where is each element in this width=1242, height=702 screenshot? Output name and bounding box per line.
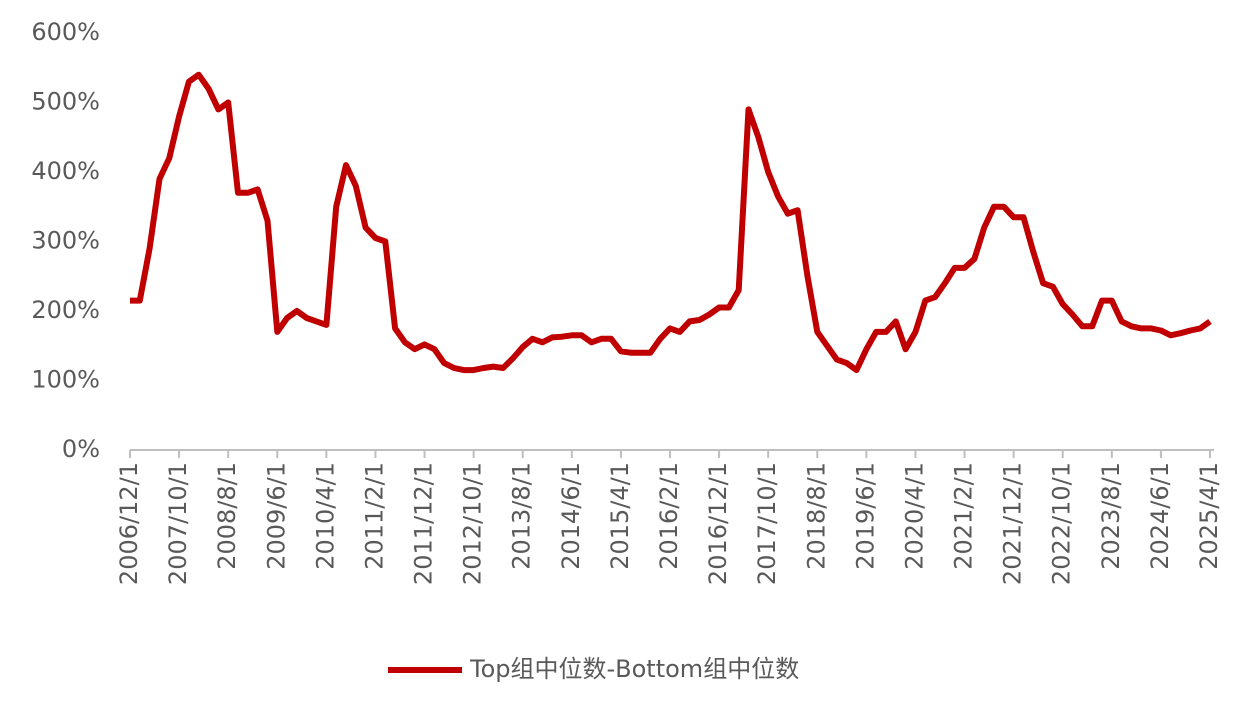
- x-tick-label: 2019/6/1: [851, 462, 879, 570]
- y-tick-label: 100%: [31, 366, 100, 394]
- line-series: [130, 71, 1212, 374]
- x-tick-label: 2006/12/1: [115, 462, 143, 585]
- x-tick-label: 2010/4/1: [311, 462, 339, 570]
- x-tick-label: 2021/2/1: [950, 462, 978, 570]
- x-tick-label: 2009/6/1: [262, 462, 290, 570]
- y-tick-label: 600%: [31, 18, 100, 46]
- y-tick-label: 0%: [62, 435, 100, 463]
- y-tick-label: 500%: [31, 88, 100, 116]
- y-tick-label: 200%: [31, 296, 100, 324]
- x-tick-label: 2023/8/1: [1097, 462, 1125, 570]
- y-tick-label: 300%: [31, 227, 100, 255]
- legend-label: Top组中位数-Bottom组中位数: [469, 655, 799, 683]
- x-tick-label: 2024/6/1: [1146, 462, 1174, 570]
- y-tick-label: 400%: [31, 157, 100, 185]
- x-tick-label: 2021/12/1: [999, 462, 1027, 585]
- x-tick-label: 2022/10/1: [1048, 462, 1076, 585]
- x-tick-label: 2016/2/1: [655, 462, 683, 570]
- x-tick-label: 2011/12/1: [410, 462, 438, 585]
- x-tick-label: 2020/4/1: [900, 462, 928, 570]
- x-tick-label: 2011/2/1: [360, 462, 388, 570]
- x-tick-label: 2025/4/1: [1195, 462, 1223, 570]
- x-tick-label: 2017/10/1: [753, 462, 781, 585]
- x-tick-label: 2012/10/1: [459, 462, 487, 585]
- x-tick-label: 2015/4/1: [606, 462, 634, 570]
- x-tick-label: 2014/6/1: [557, 462, 585, 570]
- x-tick-label: 2018/8/1: [802, 462, 830, 570]
- x-tick-label: 2016/12/1: [704, 462, 732, 585]
- x-tick-label: 2007/10/1: [164, 462, 192, 585]
- x-tick-label: 2013/8/1: [508, 462, 536, 570]
- x-tick-label: 2008/8/1: [213, 462, 241, 570]
